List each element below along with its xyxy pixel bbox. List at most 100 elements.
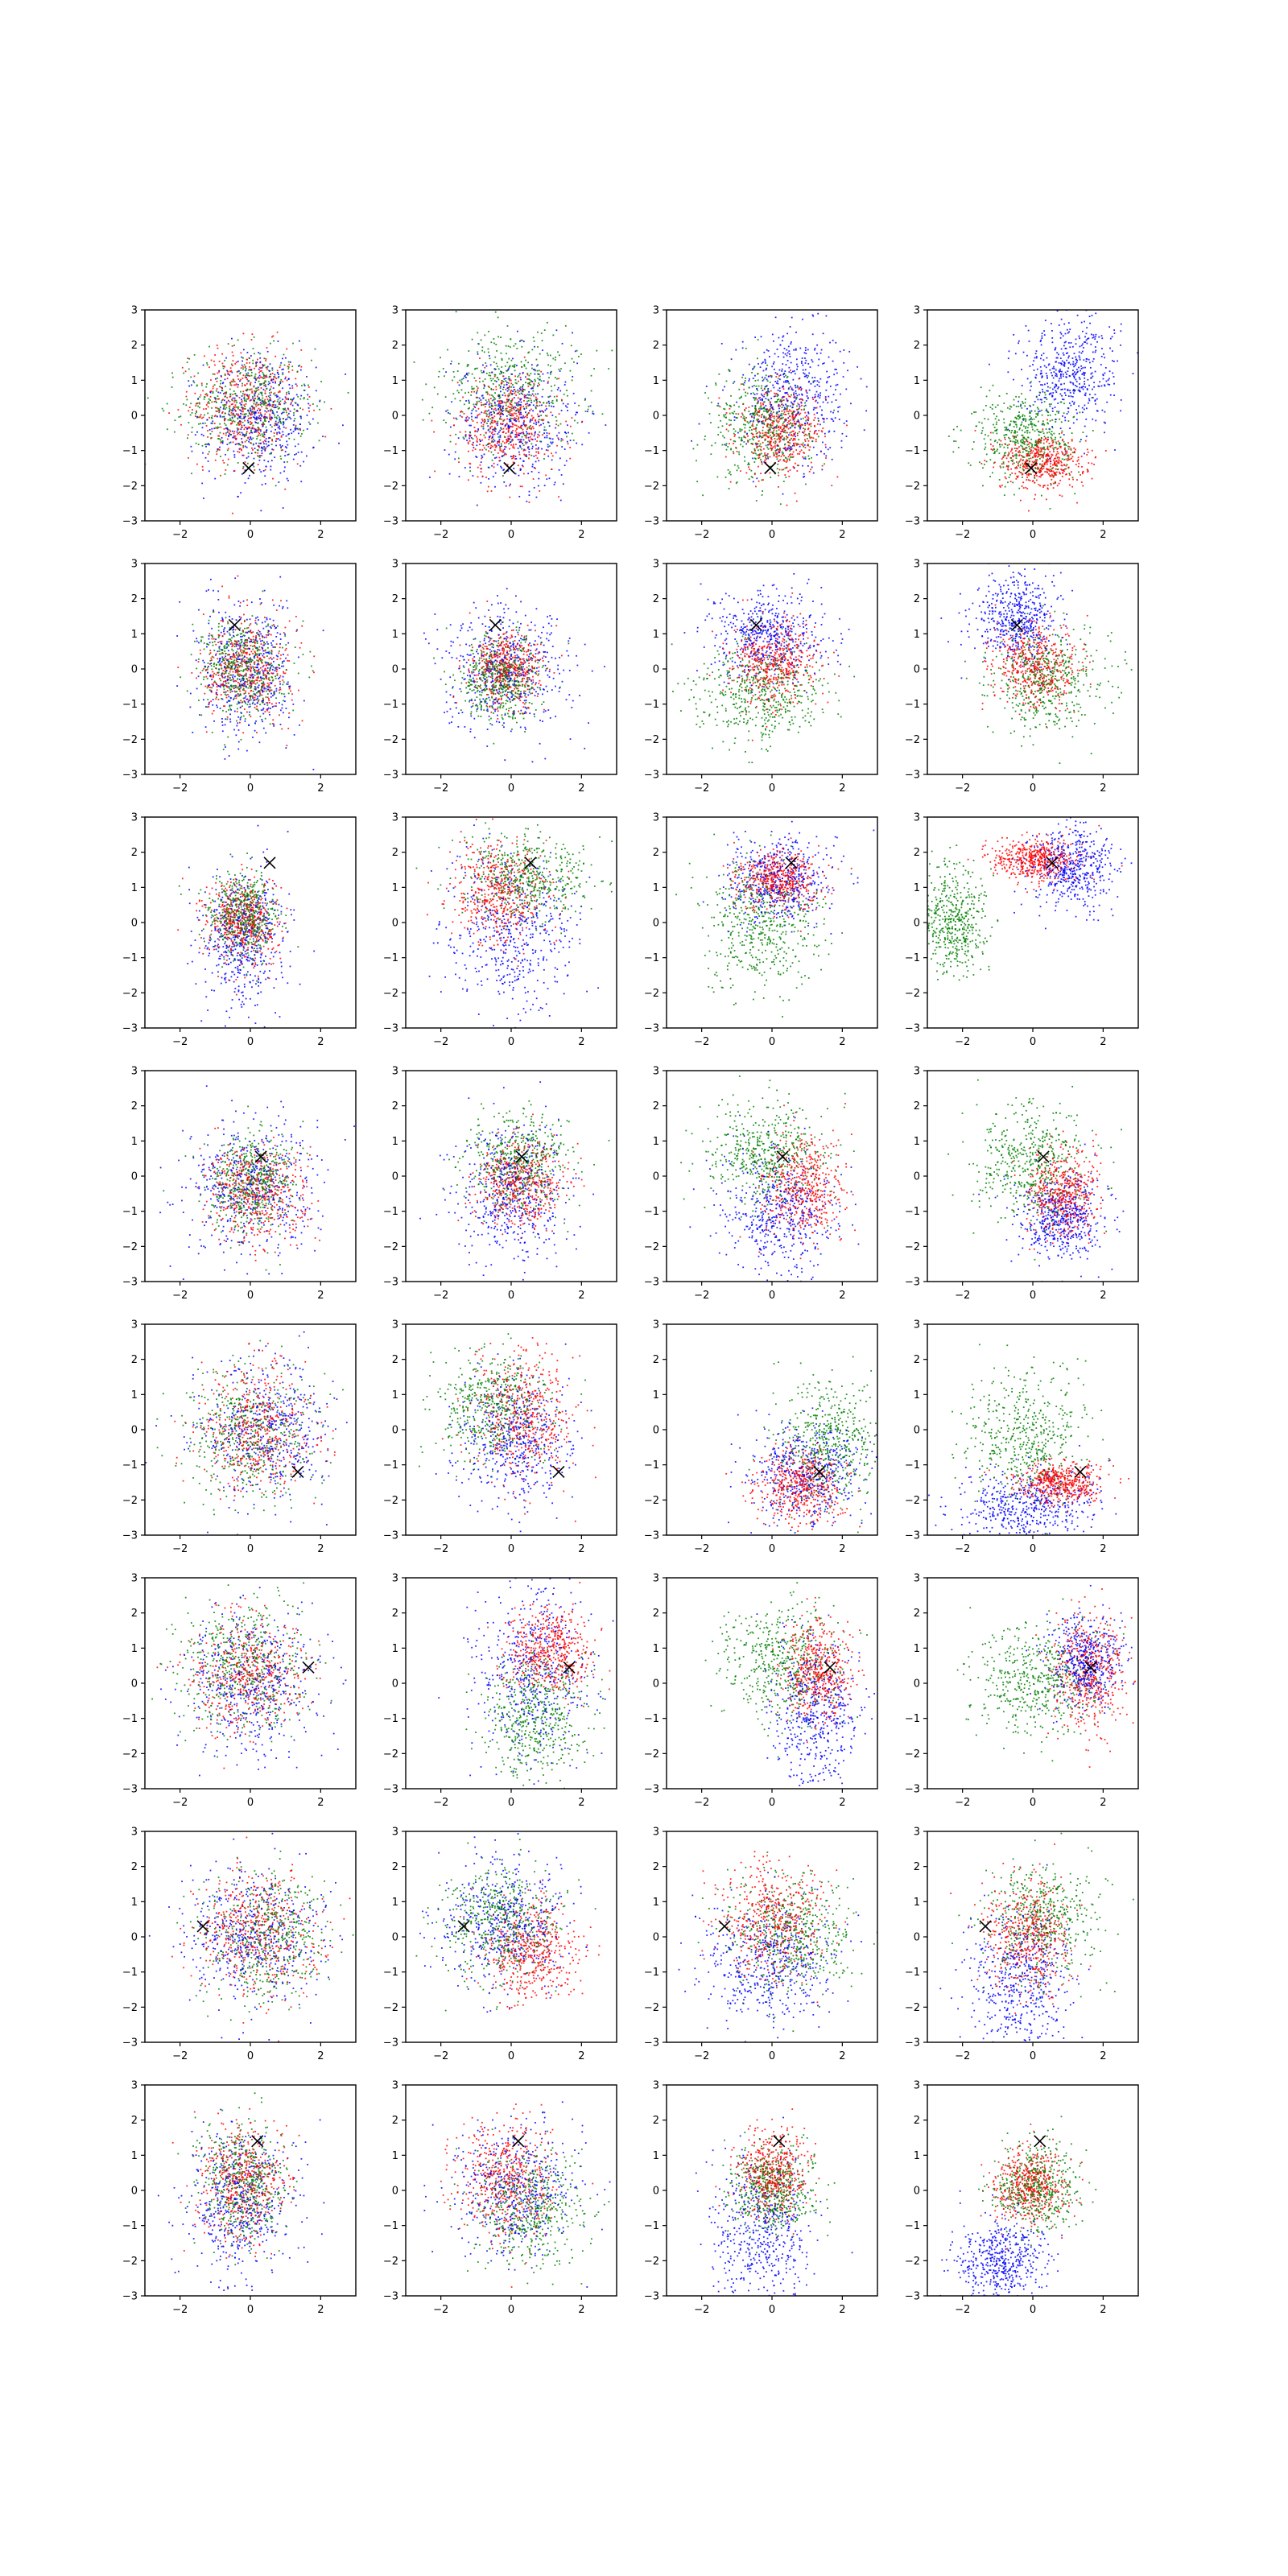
scatter-point <box>500 443 502 445</box>
scatter-point <box>782 336 784 338</box>
scatter-point <box>242 368 244 370</box>
scatter-point <box>825 398 827 401</box>
scatter-point <box>493 412 496 415</box>
scatter-point <box>1030 417 1032 419</box>
scatter-point <box>275 394 276 397</box>
scatter-point <box>753 473 756 476</box>
scatter-point <box>283 422 285 424</box>
scatter-point <box>488 409 489 411</box>
scatter-point <box>506 410 509 412</box>
scatter-point <box>499 448 502 450</box>
scatter-point <box>571 379 573 382</box>
scatter-point <box>788 395 790 398</box>
scatter-point <box>249 365 251 368</box>
scatter-point <box>803 445 805 448</box>
scatter-point <box>218 371 221 373</box>
scatter-point <box>266 398 269 400</box>
scatter-point <box>997 404 999 407</box>
scatter-point <box>772 435 774 437</box>
scatter-point <box>1084 386 1087 388</box>
scatter-point <box>555 356 556 358</box>
scatter-point <box>483 419 485 421</box>
scatter-point <box>572 375 574 378</box>
scatter-point <box>276 369 279 372</box>
scatter-point <box>250 421 252 423</box>
scatter-point <box>760 336 762 338</box>
scatter-point <box>753 398 756 401</box>
scatter-point <box>279 416 281 419</box>
scatter-point <box>1076 502 1078 504</box>
scatter-point <box>776 413 778 415</box>
scatter-point <box>255 390 257 393</box>
scatter-point <box>258 380 260 382</box>
scatter-point <box>540 419 543 421</box>
scatter-point <box>300 365 303 368</box>
scatter-point <box>270 408 272 411</box>
scatter-point <box>766 391 768 393</box>
scatter-point <box>767 431 770 433</box>
scatter-point <box>188 385 191 387</box>
scatter-point <box>247 380 250 382</box>
scatter-point <box>800 449 803 452</box>
scatter-point <box>832 411 834 414</box>
scatter-point <box>722 435 724 437</box>
scatter-point <box>540 415 543 416</box>
scatter-point <box>793 416 795 419</box>
scatter-point <box>1046 448 1048 450</box>
scatter-point <box>470 412 473 415</box>
scatter-point <box>757 431 758 434</box>
scatter-point <box>1043 401 1046 402</box>
scatter-point <box>232 360 234 362</box>
scatter-point <box>804 404 807 407</box>
scatter-point <box>547 380 549 382</box>
scatter-point <box>448 473 451 475</box>
scatter-point <box>287 460 288 463</box>
scatter-point <box>258 469 261 471</box>
scatter-point <box>313 409 315 411</box>
scatter-point <box>512 415 514 417</box>
scatter-point <box>774 441 777 444</box>
scatter-point <box>505 380 507 382</box>
scatter-point <box>259 419 262 422</box>
scatter-point <box>251 464 254 466</box>
scatter-point <box>275 440 277 442</box>
scatter-point <box>1027 443 1030 445</box>
scatter-point <box>776 420 778 423</box>
scatter-point <box>514 419 516 422</box>
scatter-point <box>514 417 516 419</box>
scatter-point <box>501 445 502 448</box>
scatter-point <box>1005 434 1007 436</box>
scatter-point <box>800 444 803 446</box>
scatter-point <box>464 431 467 433</box>
scatter-point <box>482 397 485 399</box>
scatter-point <box>1080 365 1083 367</box>
scatter-point <box>825 457 827 459</box>
scatter-point <box>477 396 479 398</box>
scatter-point <box>479 381 481 383</box>
scatter-point <box>220 440 222 443</box>
scatter-point <box>1035 448 1038 451</box>
scatter-point <box>757 339 759 341</box>
scatter-point <box>562 402 564 405</box>
scatter-point <box>818 429 820 431</box>
scatter-point <box>503 453 506 456</box>
scatter-point <box>1064 453 1066 456</box>
scatter-point <box>784 419 786 421</box>
scatter-point <box>187 434 189 436</box>
scatter-point <box>791 446 793 448</box>
scatter-point <box>808 435 811 436</box>
scatter-point <box>749 427 751 428</box>
scatter-point <box>147 397 149 399</box>
scatter-point <box>733 412 734 415</box>
scatter-point <box>536 436 539 439</box>
scatter-point <box>765 405 767 407</box>
scatter-point <box>1088 358 1090 361</box>
scatter-point <box>280 436 283 438</box>
scatter-point <box>255 431 257 433</box>
scatter-point <box>810 425 812 427</box>
scatter-point <box>796 394 799 397</box>
scatter-point <box>254 418 256 420</box>
scatter-point <box>503 392 506 394</box>
scatter-point <box>518 409 520 411</box>
scatter-point <box>253 386 255 388</box>
